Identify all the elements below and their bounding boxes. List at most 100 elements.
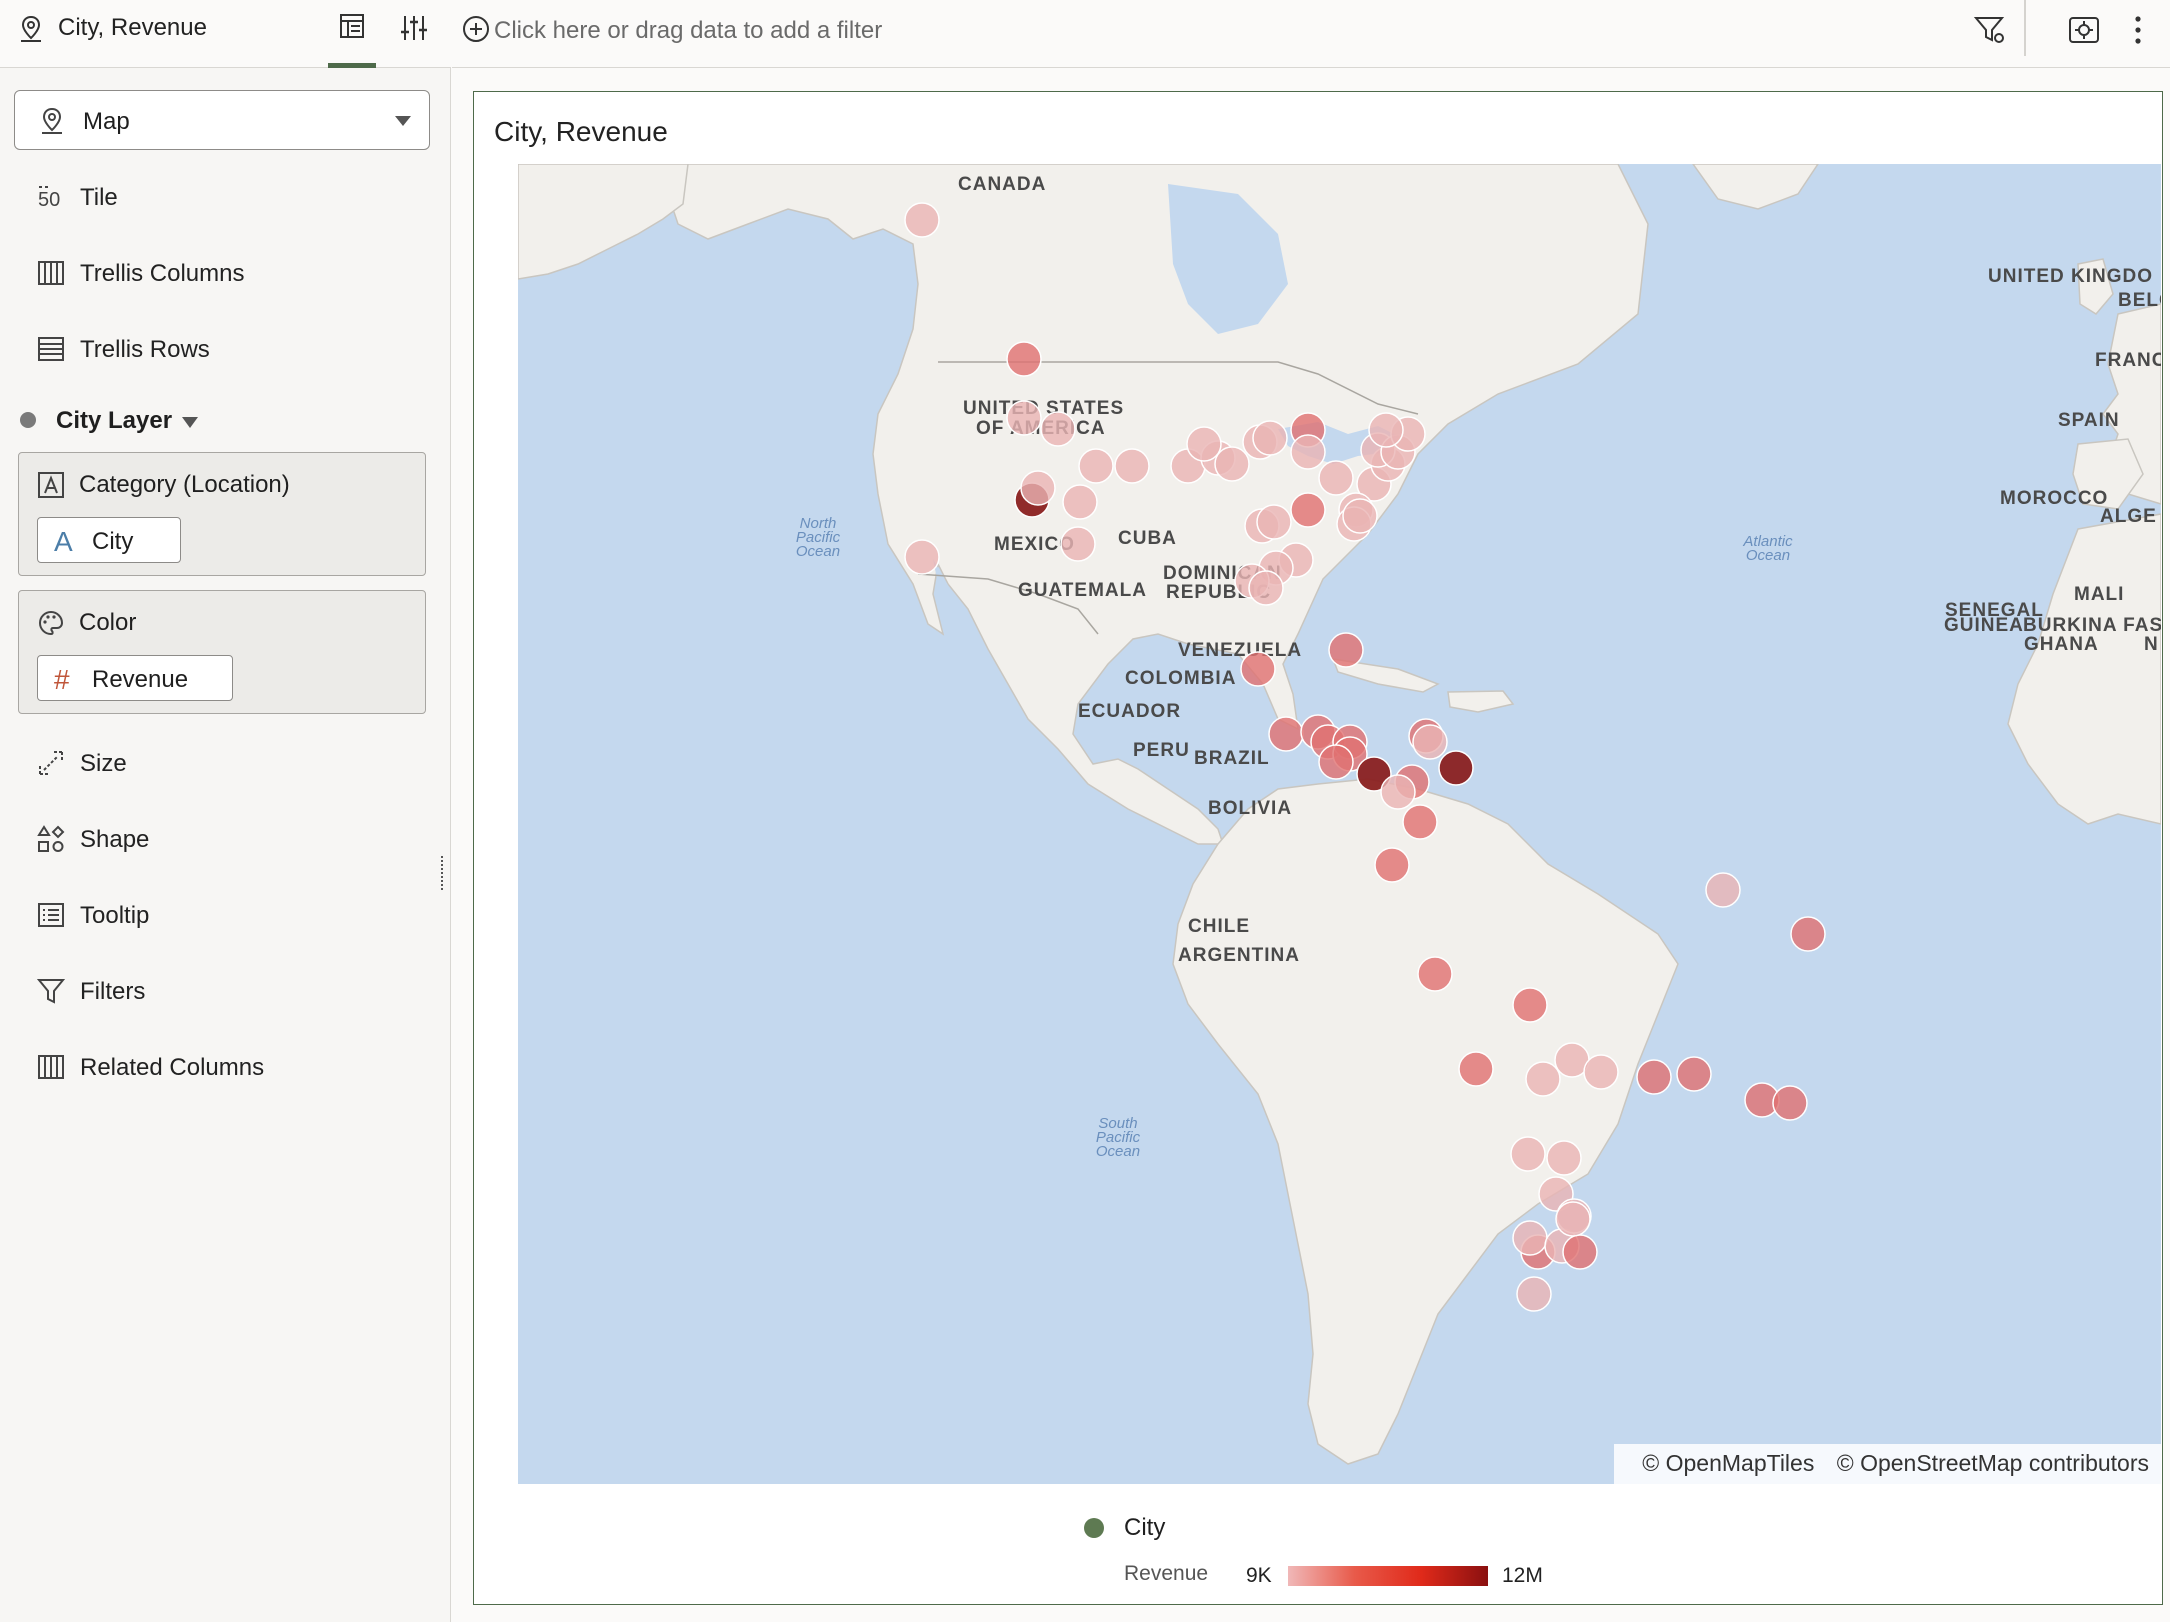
active-tab-indicator: [328, 63, 376, 68]
city-point[interactable]: [1006, 341, 1042, 377]
map-label: BELG: [2118, 290, 2161, 311]
filter-placeholder[interactable]: Click here or drag data to add a filter: [494, 17, 883, 44]
city-point[interactable]: [1790, 916, 1826, 952]
attribution-openmaptiles[interactable]: © OpenMapTiles: [1642, 1450, 1815, 1476]
grammar-row-tooltip[interactable]: Tooltip: [0, 890, 440, 940]
layer-name: City Layer: [56, 407, 173, 434]
city-point[interactable]: [1040, 411, 1076, 447]
city-point[interactable]: [1240, 651, 1276, 687]
city-point[interactable]: [1256, 504, 1292, 540]
grammar-row-shape[interactable]: Shape: [0, 814, 440, 864]
row-label: Size: [80, 750, 127, 777]
city-point[interactable]: [1328, 632, 1364, 668]
city-point[interactable]: [1380, 774, 1416, 810]
row-label: Trellis Columns: [80, 260, 245, 287]
city-point[interactable]: [1356, 756, 1392, 792]
grammar-row-size[interactable]: Size: [0, 738, 440, 788]
city-point[interactable]: [1705, 872, 1741, 908]
visualization-settings-icon[interactable]: [2066, 12, 2102, 48]
city-point[interactable]: [1546, 1140, 1582, 1176]
city-point[interactable]: [1512, 1220, 1548, 1256]
city-point[interactable]: [904, 202, 940, 238]
city-point[interactable]: [1516, 1276, 1552, 1312]
city-point[interactable]: [1078, 448, 1114, 484]
city-point[interactable]: [1214, 446, 1250, 482]
properties-sliders-icon[interactable]: [396, 10, 432, 46]
legend-measure-label: Revenue: [1124, 1562, 1209, 1585]
chart-type-select[interactable]: Map: [14, 90, 430, 150]
city-point[interactable]: [1006, 400, 1042, 436]
city-point[interactable]: [1114, 448, 1150, 484]
ocean-label: Ocean: [1096, 1143, 1140, 1160]
city-point[interactable]: [1402, 804, 1438, 840]
grammar-row-trellis-rows[interactable]: Trellis Rows: [0, 324, 440, 374]
grammar-row-tile[interactable]: 50 Tile: [0, 172, 440, 222]
city-point[interactable]: [1562, 1234, 1598, 1270]
add-circle-icon[interactable]: [462, 15, 490, 43]
city-point[interactable]: [1368, 412, 1404, 448]
city-point[interactable]: [1062, 484, 1098, 520]
map-label: CHILE: [1188, 916, 1250, 937]
city-point[interactable]: [1438, 750, 1474, 786]
svg-text:50: 50: [38, 189, 60, 211]
revenue-points[interactable]: [904, 202, 1826, 1312]
north-america-landmass: [667, 164, 1649, 845]
left-panel-header: City, Revenue: [0, 0, 451, 68]
city-point[interactable]: [1290, 492, 1326, 528]
city-point[interactable]: [1318, 744, 1354, 780]
filter-bar[interactable]: Click here or drag data to add a filter: [452, 0, 2170, 68]
city-point[interactable]: [1636, 1059, 1672, 1095]
well-label: Color: [79, 609, 137, 636]
row-label: Related Columns: [80, 1054, 265, 1081]
row-label: Trellis Rows: [80, 336, 210, 363]
grammar-row-filters[interactable]: Filters: [0, 966, 440, 1016]
city-point[interactable]: [1583, 1054, 1619, 1090]
attribute-icon: [38, 472, 64, 498]
map-pin-icon: [42, 107, 62, 134]
city-point[interactable]: [1060, 526, 1096, 562]
panel-resize-handle[interactable]: [441, 856, 445, 890]
city-point[interactable]: [1458, 1051, 1494, 1087]
city-point[interactable]: [1525, 1061, 1561, 1097]
filter-settings-icon[interactable]: [1972, 12, 2008, 48]
city-point[interactable]: [904, 539, 940, 575]
chevron-down-icon[interactable]: [182, 417, 198, 428]
more-vertical-icon[interactable]: [2128, 12, 2148, 48]
city-point[interactable]: [1510, 1136, 1546, 1172]
city-point[interactable]: [1417, 956, 1453, 992]
map-label: UNITED STATES: [963, 398, 1124, 419]
category-location-well[interactable]: Category (Location) A City: [18, 452, 426, 576]
pill-label: City: [92, 528, 134, 555]
grammar-row-trellis-columns[interactable]: Trellis Columns: [0, 248, 440, 298]
legend-max-value: 12M: [1502, 1564, 1543, 1587]
city-point[interactable]: [1248, 570, 1284, 606]
city-point[interactable]: [1772, 1085, 1808, 1121]
city-point[interactable]: [1512, 987, 1548, 1023]
city-point[interactable]: [1412, 724, 1448, 760]
city-point[interactable]: [1676, 1056, 1712, 1092]
revenue-pill[interactable]: # Revenue: [37, 655, 233, 701]
color-well[interactable]: Color # Revenue: [18, 590, 426, 714]
city-point[interactable]: [1374, 847, 1410, 883]
grammar-row-related-columns[interactable]: Related Columns: [0, 1042, 440, 1092]
hudson-bay: [1168, 184, 1288, 334]
city-point[interactable]: [1555, 1201, 1591, 1237]
city-point[interactable]: [1268, 716, 1304, 752]
city-point[interactable]: [1252, 420, 1288, 456]
grammar-tab-button[interactable]: [328, 0, 376, 68]
city-point[interactable]: [1290, 434, 1326, 470]
city-point[interactable]: [1342, 498, 1378, 534]
map-label: COLOMBIA: [1125, 668, 1236, 689]
row-label: Shape: [80, 826, 150, 853]
city-point[interactable]: [1186, 426, 1222, 462]
attribution-openstreetmap[interactable]: © OpenStreetMap contributors: [1836, 1450, 2149, 1476]
city-point[interactable]: [1318, 460, 1354, 496]
city-point[interactable]: [1020, 470, 1056, 506]
hispaniola-landmass: [1447, 690, 1515, 713]
legend-gradient-bar: [1288, 1566, 1488, 1586]
visualization-canvas[interactable]: City, Revenue: [473, 91, 2163, 1605]
row-label: Tile: [80, 184, 118, 211]
city-pill[interactable]: A City: [37, 517, 181, 563]
